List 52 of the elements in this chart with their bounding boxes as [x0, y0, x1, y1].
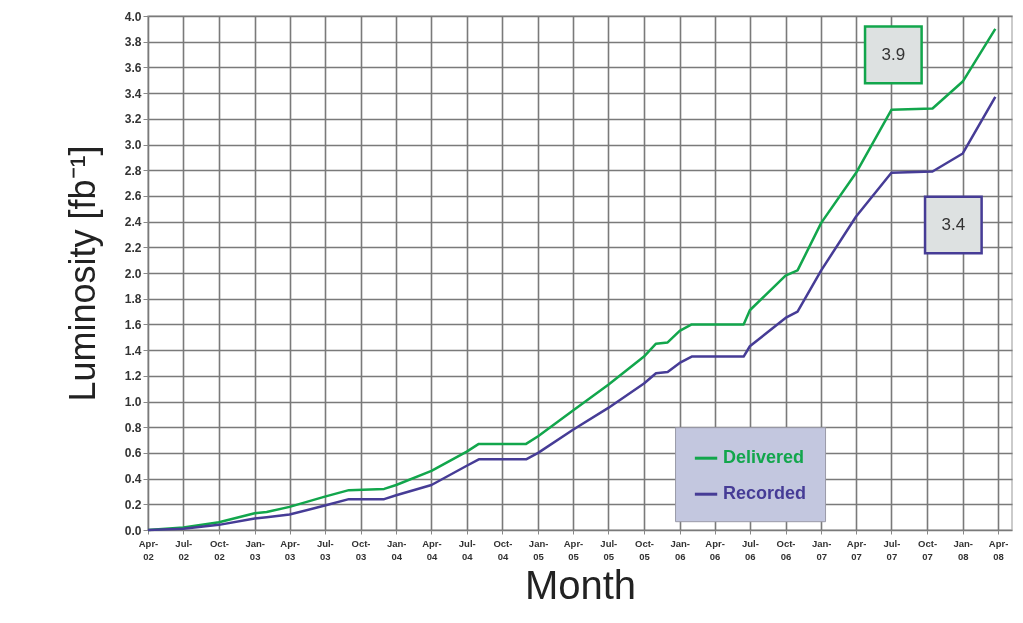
x-tick-label: Apr-08 [988, 537, 1009, 562]
y-tick-label: 0.2 [124, 497, 142, 512]
y-tick-label: 0.0 [124, 523, 142, 538]
x-tick-label: Oct-05 [634, 537, 654, 562]
x-tick-label: Jan-08 [953, 537, 974, 562]
x-tick-label: Jan-07 [811, 537, 832, 562]
y-tick-label: 0.4 [124, 472, 142, 487]
y-tick-label: 0.8 [124, 420, 142, 435]
y-tick-label: 3.4 [124, 86, 142, 101]
y-tick-label: 3.6 [124, 60, 142, 75]
y-tick-label: 2.2 [124, 240, 142, 255]
x-tick-label: Apr-06 [705, 537, 725, 562]
legend-label: Recorded [723, 483, 807, 504]
x-tick-label: Apr-03 [280, 537, 300, 562]
x-tick-label: Jan-04 [386, 537, 407, 562]
x-tick-label: Apr-07 [846, 537, 867, 562]
annotation: 3.9 [881, 44, 906, 64]
y-tick-label: 3.0 [124, 138, 142, 152]
x-tick-label: Oct-04 [493, 537, 513, 562]
x-tick-label: Jul-05 [600, 537, 618, 562]
y-tick-label: 1.6 [124, 317, 142, 332]
x-tick-label: Oct-03 [351, 537, 371, 562]
y-tick-label: 3.2 [124, 112, 142, 127]
y-tick-label: 1.2 [124, 369, 142, 384]
y-tick-label: 1.0 [124, 395, 142, 409]
x-tick-label: Apr-04 [422, 537, 442, 562]
x-axis-title: Month [524, 563, 637, 607]
x-tick-label: Jul-04 [458, 537, 476, 562]
y-tick-label: 4.0 [124, 9, 142, 24]
y-tick-label: 3.8 [124, 35, 142, 50]
annotation: 3.4 [941, 214, 966, 234]
y-tick-label: 2.4 [124, 215, 142, 230]
y-tick-label: 1.4 [124, 343, 142, 358]
x-tick-label: Jul-07 [883, 537, 901, 562]
y-axis-title: Luminosity [fb⁻¹] [61, 145, 103, 402]
x-tick-label: Jul-06 [741, 537, 759, 562]
y-tick-label: 0.6 [124, 446, 142, 461]
y-tick-label: 2.8 [124, 163, 142, 178]
x-tick-label: Jan-03 [245, 537, 265, 562]
x-tick-label: Apr-02 [138, 537, 159, 562]
y-tick-label: 2.0 [124, 266, 142, 281]
x-tick-label: Jul-03 [316, 537, 334, 562]
legend-label: Delivered [723, 447, 805, 468]
x-tick-label: Oct-06 [776, 537, 796, 562]
x-tick-label: Jul-02 [175, 537, 193, 562]
y-tick-label: 1.8 [124, 292, 142, 307]
x-tick-label: Oct-02 [209, 537, 229, 562]
x-tick-label: Jan-06 [670, 537, 690, 562]
x-tick-label: Jan-05 [528, 537, 549, 562]
x-tick-label: Oct-07 [918, 537, 938, 562]
x-tick-label: Apr-05 [563, 537, 584, 562]
y-tick-label: 2.6 [124, 189, 142, 204]
